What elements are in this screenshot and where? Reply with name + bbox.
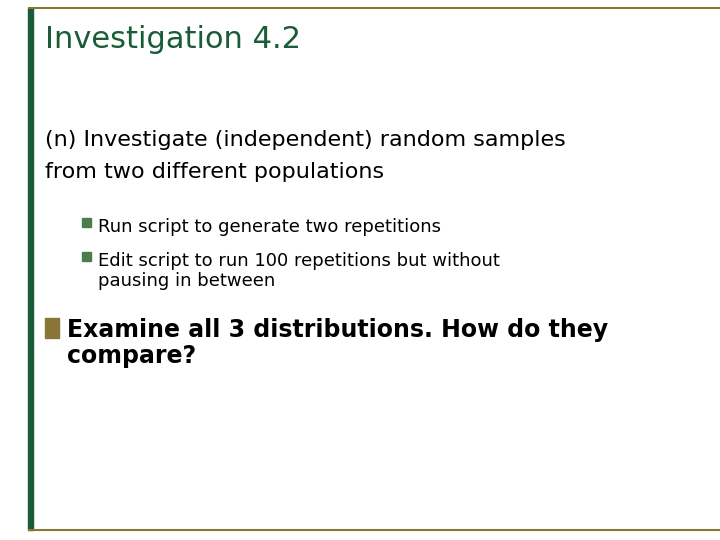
Text: (n) Investigate (independent) random samples: (n) Investigate (independent) random sam… — [45, 130, 566, 150]
Text: Run script to generate two repetitions: Run script to generate two repetitions — [98, 218, 441, 236]
Bar — [82, 252, 91, 261]
Text: pausing in between: pausing in between — [98, 272, 275, 290]
Bar — [82, 218, 91, 227]
Text: Investigation 4.2: Investigation 4.2 — [45, 25, 301, 54]
Bar — [45, 318, 59, 338]
Text: compare?: compare? — [67, 344, 196, 368]
Text: Edit script to run 100 repetitions but without: Edit script to run 100 repetitions but w… — [98, 252, 500, 270]
Text: Examine all 3 distributions. How do they: Examine all 3 distributions. How do they — [67, 318, 608, 342]
Text: from two different populations: from two different populations — [45, 162, 384, 182]
Bar — [28, 8, 33, 530]
